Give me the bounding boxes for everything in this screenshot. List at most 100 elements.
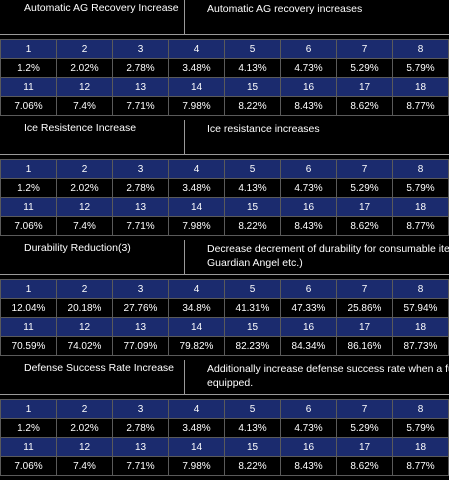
option-header: Automatic AG Recovery Increase Automatic … xyxy=(0,0,449,35)
level-cell: 7 xyxy=(336,399,393,419)
value-row: 7.06% 7.4% 7.71% 7.98% 8.22% 8.43% 8.62% 8.77% xyxy=(0,216,449,236)
option-section: Defense Success Rate Increase Additionall… xyxy=(0,360,449,480)
value-cell: 8.62% xyxy=(336,216,393,236)
value-cell: 41.31% xyxy=(224,298,281,318)
level-cell: 11 xyxy=(0,437,57,457)
value-cell: 4.13% xyxy=(224,418,281,438)
level-cell: 5 xyxy=(224,39,281,59)
level-cell: 3 xyxy=(112,399,169,419)
level-cell: 2 xyxy=(56,39,113,59)
level-cell: 12 xyxy=(56,437,113,457)
value-row: 1.2% 2.02% 2.78% 3.48% 4.13% 4.73% 5.29% 5.79% xyxy=(0,58,449,78)
option-section: Automatic AG Recovery Increase Automatic … xyxy=(0,0,449,120)
value-cell: 8.22% xyxy=(224,96,281,116)
value-row: 7.06% 7.4% 7.71% 7.98% 8.22% 8.43% 8.62% 8.77% xyxy=(0,96,449,116)
value-cell: 8.62% xyxy=(336,96,393,116)
level-cell: 16 xyxy=(280,437,337,457)
value-cell: 7.71% xyxy=(112,96,169,116)
level-value-table: 1 2 3 4 5 6 7 8 1.2% 2.02% 2.78% 3.48% 4.13% 4.73% 5.2… xyxy=(0,39,449,116)
option-name: Automatic AG Recovery Increase xyxy=(24,2,179,14)
level-cell: 14 xyxy=(168,197,225,217)
level-cell: 12 xyxy=(56,317,113,337)
value-cell: 2.78% xyxy=(112,58,169,78)
value-cell: 1.2% xyxy=(0,418,57,438)
level-cell: 3 xyxy=(112,159,169,179)
level-cell: 16 xyxy=(280,197,337,217)
level-row: 11 12 13 14 15 16 17 18 xyxy=(0,317,449,337)
value-cell: 7.71% xyxy=(112,456,169,476)
option-name-cell: Automatic AG Recovery Increase xyxy=(0,0,185,35)
value-cell: 8.77% xyxy=(392,216,449,236)
level-cell: 14 xyxy=(168,437,225,457)
header-divider xyxy=(0,394,449,395)
value-cell: 25.86% xyxy=(336,298,393,318)
level-cell: 1 xyxy=(0,279,57,299)
value-cell: 34.8% xyxy=(168,298,225,318)
value-row: 1.2% 2.02% 2.78% 3.48% 4.13% 4.73% 5.29% 5.79% xyxy=(0,418,449,438)
level-cell: 11 xyxy=(0,317,57,337)
level-cell: 7 xyxy=(336,39,393,59)
level-cell: 5 xyxy=(224,399,281,419)
option-name: Ice Resistence Increase xyxy=(24,122,137,134)
level-cell: 6 xyxy=(280,159,337,179)
level-cell: 2 xyxy=(56,159,113,179)
level-cell: 15 xyxy=(224,197,281,217)
level-cell: 11 xyxy=(0,77,57,97)
level-cell: 5 xyxy=(224,159,281,179)
value-cell: 7.71% xyxy=(112,216,169,236)
level-cell: 12 xyxy=(56,77,113,97)
value-cell: 4.13% xyxy=(224,58,281,78)
option-description: Additionally increase defense success ra… xyxy=(207,363,449,389)
level-cell: 6 xyxy=(280,399,337,419)
level-cell: 12 xyxy=(56,197,113,217)
level-cell: 17 xyxy=(336,317,393,337)
value-cell: 7.06% xyxy=(0,96,57,116)
value-cell: 2.02% xyxy=(56,178,113,198)
level-row: 11 12 13 14 15 16 17 18 xyxy=(0,77,449,97)
value-cell: 20.18% xyxy=(56,298,113,318)
option-name: Defense Success Rate Increase xyxy=(24,362,174,374)
value-cell: 2.78% xyxy=(112,178,169,198)
value-cell: 27.76% xyxy=(112,298,169,318)
value-cell: 87.73% xyxy=(392,336,449,356)
value-cell: 7.4% xyxy=(56,96,113,116)
value-cell: 8.43% xyxy=(280,96,337,116)
value-cell: 3.48% xyxy=(168,58,225,78)
level-cell: 16 xyxy=(280,317,337,337)
level-cell: 1 xyxy=(0,399,57,419)
level-cell: 8 xyxy=(392,399,449,419)
value-cell: 47.33% xyxy=(280,298,337,318)
value-cell: 2.02% xyxy=(56,418,113,438)
value-cell: 8.43% xyxy=(280,456,337,476)
level-cell: 17 xyxy=(336,77,393,97)
option-header: Defense Success Rate Increase Additionall… xyxy=(0,360,449,395)
value-cell: 57.94% xyxy=(392,298,449,318)
value-cell: 1.2% xyxy=(0,178,57,198)
level-value-table: 1 2 3 4 5 6 7 8 1.2% 2.02% 2.78% 3.48% 4.13% 4.73% 5.2… xyxy=(0,159,449,236)
value-cell: 5.79% xyxy=(392,178,449,198)
value-row: 7.06% 7.4% 7.71% 7.98% 8.22% 8.43% 8.62% 8.77% xyxy=(0,456,449,476)
level-cell: 18 xyxy=(392,77,449,97)
value-cell: 8.77% xyxy=(392,456,449,476)
spacer xyxy=(0,476,449,480)
level-cell: 7 xyxy=(336,159,393,179)
level-cell: 4 xyxy=(168,279,225,299)
level-cell: 2 xyxy=(56,399,113,419)
level-cell: 3 xyxy=(112,279,169,299)
option-description: Automatic AG recovery increases xyxy=(207,3,363,15)
level-cell: 5 xyxy=(224,279,281,299)
value-cell: 3.48% xyxy=(168,418,225,438)
level-value-table: 1 2 3 4 5 6 7 8 12.04% 20.18% 27.76% 34.8% 41.31% 47.… xyxy=(0,279,449,356)
option-header: Durability Reduction(3) Decrease decremen… xyxy=(0,240,449,275)
value-cell: 12.04% xyxy=(0,298,57,318)
value-cell: 7.98% xyxy=(168,216,225,236)
level-cell: 17 xyxy=(336,197,393,217)
value-cell: 3.48% xyxy=(168,178,225,198)
value-cell: 5.29% xyxy=(336,58,393,78)
level-cell: 1 xyxy=(0,39,57,59)
value-cell: 7.98% xyxy=(168,96,225,116)
header-divider xyxy=(0,154,449,155)
